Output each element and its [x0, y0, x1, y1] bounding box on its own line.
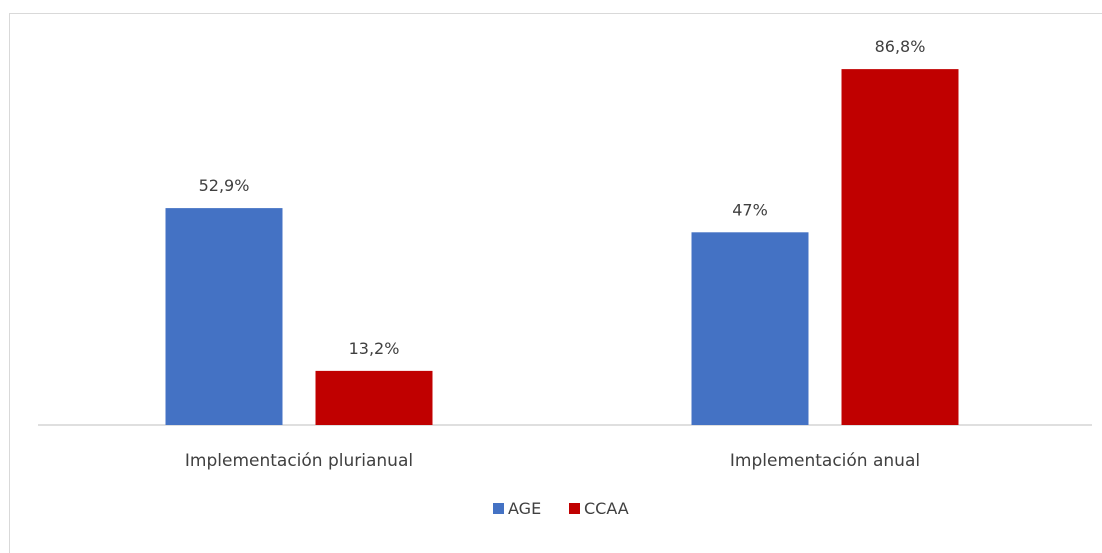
- bar-ccaa-2: [841, 69, 959, 426]
- bars-group: [165, 69, 959, 426]
- legend-label-ccaa: CCAA: [584, 499, 629, 518]
- category-label-1: Implementación plurianual: [185, 451, 413, 471]
- bar-age-2: [691, 232, 809, 425]
- data-label-ccaa-2: 86,8%: [875, 37, 926, 56]
- category-labels-group: Implementación plurianual Implementación …: [185, 451, 920, 471]
- bar-ccaa-1: [315, 370, 433, 425]
- data-label-age-2: 47%: [732, 200, 768, 219]
- legend-swatch-ccaa: [569, 503, 580, 514]
- bar-age-1: [165, 208, 283, 425]
- data-label-ccaa-1: 13,2%: [349, 339, 400, 358]
- category-label-2: Implementación anual: [730, 451, 920, 471]
- bar-chart: 52,9% 13,2% 47% 86,8% Implementación pluria…: [38, 37, 1092, 518]
- legend-label-age: AGE: [508, 499, 541, 518]
- legend-swatch-age: [493, 503, 504, 514]
- legend: AGE CCAA: [493, 499, 629, 518]
- data-labels-group: 52,9% 13,2% 47% 86,8%: [199, 37, 926, 358]
- chart-frame: [9, 13, 1102, 553]
- data-label-age-1: 52,9%: [199, 176, 250, 195]
